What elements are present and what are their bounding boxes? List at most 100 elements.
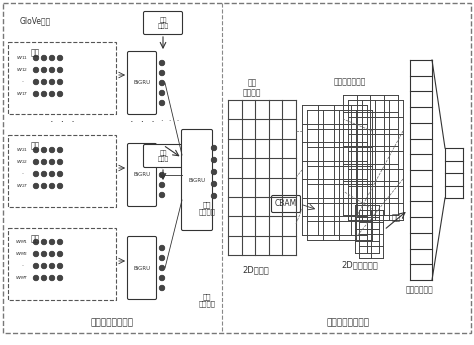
FancyBboxPatch shape [144,145,182,168]
Circle shape [49,147,55,153]
Text: 压平: 压平 [392,214,401,223]
Circle shape [49,159,55,165]
Bar [8,135,116,207]
FancyBboxPatch shape [144,11,182,34]
Circle shape [33,79,39,85]
Circle shape [211,181,217,187]
Text: $w_{MT}$: $w_{MT}$ [15,274,29,282]
Text: 提炼后的特征图: 提炼后的特征图 [334,78,366,87]
Circle shape [33,275,39,281]
Circle shape [49,67,55,73]
Text: $w_{1T}$: $w_{1T}$ [16,90,28,98]
Text: 句子
向量表示: 句子 向量表示 [199,293,216,307]
Circle shape [33,171,39,177]
Circle shape [159,100,165,106]
Text: ·: · [21,171,23,177]
Text: 文档向量表示: 文档向量表示 [406,286,434,295]
Circle shape [41,79,47,85]
Circle shape [57,171,63,177]
Circle shape [41,91,47,97]
Circle shape [33,147,39,153]
Text: ·  ·  ·: · · · [50,117,74,127]
Circle shape [41,171,47,177]
Circle shape [159,265,165,271]
Circle shape [159,245,165,251]
Circle shape [41,263,47,269]
Circle shape [57,263,63,269]
Circle shape [49,251,55,257]
Circle shape [159,255,165,261]
Text: $w_{22}$: $w_{22}$ [16,158,28,166]
FancyBboxPatch shape [272,196,301,213]
Circle shape [41,183,47,189]
Circle shape [33,55,39,61]
Text: CBAM: CBAM [275,199,297,208]
Circle shape [49,79,55,85]
Text: 文档
矩阵表示: 文档 矩阵表示 [243,78,261,98]
Circle shape [41,159,47,165]
Circle shape [33,239,39,245]
Circle shape [159,70,165,76]
Text: ·  ·  ·: · · · [129,117,155,127]
Bar [8,228,116,300]
Text: 文档矩阵生成阶段: 文档矩阵生成阶段 [91,318,134,327]
Circle shape [211,157,217,163]
Circle shape [159,172,165,178]
Text: 2D卷积层: 2D卷积层 [243,266,269,275]
Circle shape [33,159,39,165]
Text: ·: · [21,264,23,268]
Text: $w_{12}$: $w_{12}$ [16,66,28,74]
Text: 句子
注意力: 句子 注意力 [157,150,169,162]
Text: 字词
注意力: 字词 注意力 [157,17,169,29]
Text: 句子: 句子 [30,141,40,150]
Text: $w_{2T}$: $w_{2T}$ [16,182,28,190]
Circle shape [49,171,55,177]
FancyBboxPatch shape [128,237,156,299]
Circle shape [41,251,47,257]
Circle shape [57,91,63,97]
Text: 句子: 句子 [30,234,40,243]
Text: $w_{11}$: $w_{11}$ [16,54,28,62]
Circle shape [49,91,55,97]
Circle shape [159,90,165,96]
Circle shape [41,275,47,281]
Text: $w_{21}$: $w_{21}$ [16,146,28,154]
Circle shape [57,239,63,245]
Circle shape [49,183,55,189]
Text: 2D最大池化层: 2D最大池化层 [342,260,378,269]
FancyBboxPatch shape [182,129,212,230]
Circle shape [57,251,63,257]
Circle shape [33,263,39,269]
Circle shape [57,275,63,281]
Circle shape [159,285,165,291]
Circle shape [159,152,165,158]
Circle shape [211,193,217,199]
Circle shape [159,162,165,168]
Circle shape [159,192,165,198]
Circle shape [33,91,39,97]
Circle shape [49,239,55,245]
Circle shape [57,159,63,165]
Text: $w_{M2}$: $w_{M2}$ [15,250,28,258]
Text: 句子: 句子 [30,48,40,57]
Circle shape [33,251,39,257]
Text: BiGRU: BiGRU [189,177,206,183]
Text: $w_{M1}$: $w_{M1}$ [15,238,28,246]
Circle shape [57,183,63,189]
Circle shape [41,239,47,245]
Circle shape [49,263,55,269]
Circle shape [41,55,47,61]
Circle shape [49,275,55,281]
Circle shape [211,169,217,175]
Circle shape [57,67,63,73]
Bar [8,42,116,114]
Circle shape [49,55,55,61]
Circle shape [211,145,217,151]
Circle shape [159,60,165,66]
Text: BiGRU: BiGRU [134,172,151,177]
FancyBboxPatch shape [128,51,156,115]
Text: ·: · [21,79,23,85]
Circle shape [57,147,63,153]
Text: BiGRU: BiGRU [134,80,151,86]
Text: BiGRU: BiGRU [134,266,151,270]
